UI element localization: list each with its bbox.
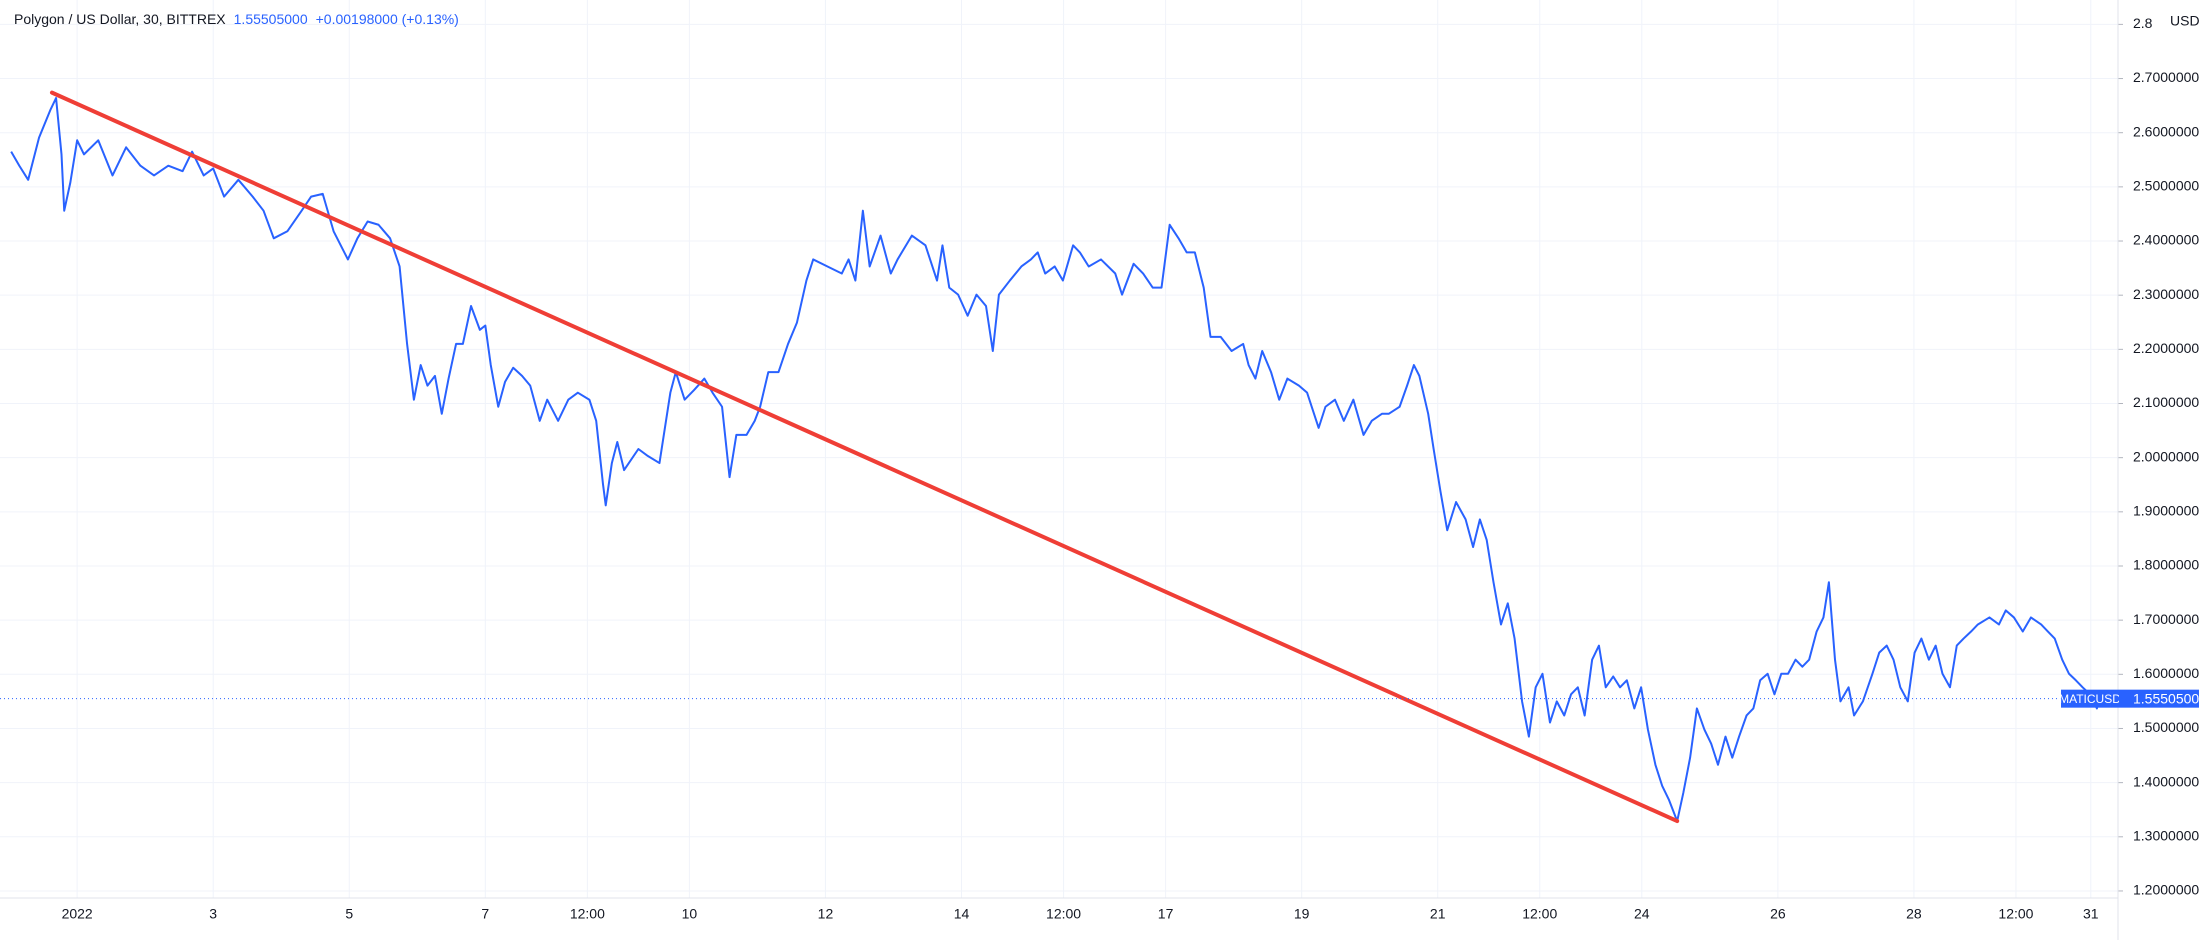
y-tick-label: 1.20000000	[2133, 882, 2199, 898]
x-tick-label: 24	[1634, 906, 1650, 922]
x-tick-label: 10	[682, 906, 698, 922]
x-tick-label: 14	[954, 906, 970, 922]
x-tick-label: 12:00	[1998, 906, 2033, 922]
price-change: +0.00198000 (+0.13%)	[315, 11, 459, 27]
y-tick-label: 1.30000000	[2133, 828, 2199, 844]
x-tick-label: 5	[345, 906, 353, 922]
y-tick-label: 1.60000000	[2133, 665, 2199, 681]
x-tick-label: 21	[1430, 906, 1446, 922]
y-tick-label: 1.40000000	[2133, 773, 2199, 789]
x-tick-label: 19	[1294, 906, 1310, 922]
price-tag-label: 1.55505000	[2133, 690, 2199, 706]
legend-header: Polygon / US Dollar, 30, BITTREX 1.555050…	[14, 11, 459, 27]
x-tick-label: 3	[209, 906, 217, 922]
x-tick-label: 26	[1770, 906, 1786, 922]
x-tick-label: 12:00	[570, 906, 605, 922]
x-tick-label: 12:00	[1522, 906, 1557, 922]
x-tick-label: 7	[481, 906, 489, 922]
y-tick-label: 2.40000000	[2133, 232, 2199, 248]
y-tick-label: 2.50000000	[2133, 178, 2199, 194]
y-tick-label: 1.50000000	[2133, 719, 2199, 735]
x-tick-label: 17	[1158, 906, 1174, 922]
x-tick-label: 2022	[62, 906, 93, 922]
trend-line	[49, 90, 1680, 824]
y-tick-label: 1.90000000	[2133, 503, 2199, 519]
x-tick-label: 12:00	[1046, 906, 1081, 922]
y-tick-label: 2.20000000	[2133, 340, 2199, 356]
y-tick-label: 2.10000000	[2133, 394, 2199, 410]
y-tick-label: 2.30000000	[2133, 286, 2199, 302]
y-tick-label: 1.80000000	[2133, 557, 2199, 573]
price-tag	[2119, 689, 2199, 708]
price-line	[10, 97, 2100, 823]
symbol-title: Polygon / US Dollar, 30, BITTREX	[14, 11, 226, 27]
symbol-tag-label: MATICUSD	[2059, 692, 2121, 706]
y-tick-label: 2.8	[2133, 15, 2153, 31]
symbol-tag	[2061, 689, 2119, 708]
x-tick-label: 28	[1906, 906, 1922, 922]
y-tick-label: 2.00000000	[2133, 448, 2199, 464]
x-tick-label: 12	[818, 906, 834, 922]
x-tick-label: 31	[2083, 906, 2099, 922]
last-price: 1.55505000	[233, 11, 308, 27]
y-tick-label: 2.70000000	[2133, 69, 2199, 85]
y-tick-label: 2.60000000	[2133, 123, 2199, 139]
currency-label: USD	[2170, 13, 2199, 29]
y-tick-label: 1.70000000	[2133, 611, 2199, 627]
